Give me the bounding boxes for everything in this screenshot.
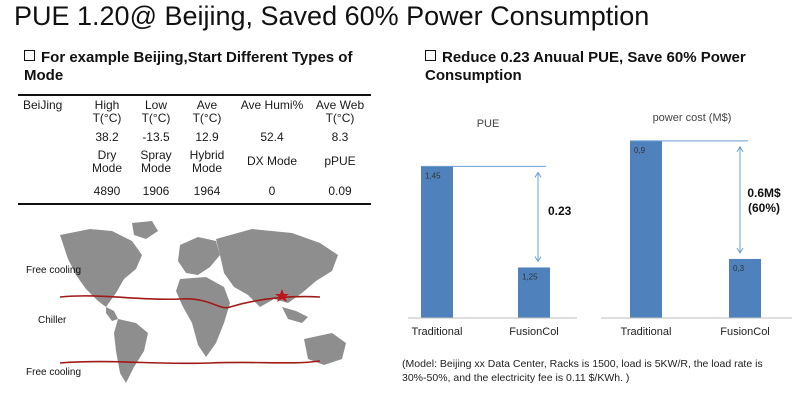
difference-annotation: (60%) (748, 201, 780, 215)
table-cell: 0 (235, 183, 309, 205)
table-row: 38.2 -13.5 12.9 52.4 8.3 (18, 129, 371, 149)
table-cell: 1906 (133, 183, 179, 205)
table-cell: 8.3 (331, 130, 349, 144)
arrow-up-icon (534, 171, 542, 178)
table-cell: Hybrid Mode (189, 148, 225, 175)
category-label: FusionCol (509, 326, 559, 338)
table-cell: 1964 (179, 183, 235, 205)
greenland-shape (132, 221, 158, 239)
japan-shape (320, 261, 326, 275)
power-cost-chart: power cost (M$) 0,9 Traditional 0,3 FusionCo… (601, 112, 792, 338)
continents (60, 221, 346, 383)
bar-value-label: 0,3 (733, 264, 745, 273)
bar (421, 166, 453, 318)
table-cell: High T(°C) (81, 94, 133, 129)
bar-value-label: 1,45 (425, 171, 441, 180)
bar-value-label: 1,25 (522, 272, 538, 281)
arrow-down-icon (736, 247, 744, 254)
category-label: Traditional (412, 326, 463, 338)
table-cell: Spray Mode (140, 148, 172, 175)
page-title: PUE 1.20@ Beijing, Saved 60% Power Consu… (14, 1, 650, 31)
map-label-chiller: Chiller (38, 315, 67, 326)
table-cell: Low T(°C) (133, 94, 179, 129)
chart-title: PUE (477, 118, 500, 130)
table-cell: Ave T(°C) (179, 94, 235, 129)
south-america-shape (114, 319, 148, 383)
footnote: (Model: Beijing xx Data Center, Racks is… (402, 358, 763, 384)
arrow-down-icon (534, 256, 542, 263)
beijing-star-icon (275, 289, 289, 302)
europe-shape (178, 237, 220, 275)
bar-value-label: 0,9 (634, 146, 646, 155)
north-band-line (59, 295, 321, 309)
table-cell: 0.09 (309, 183, 371, 205)
table-cell: BeiJing (18, 94, 81, 129)
australia-shape (304, 333, 346, 365)
chart-title: power cost (M$) (653, 112, 732, 124)
table-cell: Ave Web T(°C) (309, 94, 371, 129)
bar (729, 258, 761, 318)
map-label-free-cooling-north: Free cooling (26, 265, 81, 276)
table-cell: 4890 (81, 183, 133, 205)
table-cell: 12.9 (195, 130, 219, 144)
table-cell: 52.4 (260, 130, 284, 144)
right-heading-text: Reduce 0.23 Anuual PUE, Save 60% Power C… (425, 49, 746, 84)
world-map: Free cooling Chiller Free cooling (26, 221, 346, 383)
table-cell: pPUE (324, 154, 356, 168)
table-row: Dry Mode Spray Mode Hybrid Mode DX Mode … (18, 149, 371, 183)
table-cell: DX Mode (246, 154, 298, 168)
left-heading: For example Beijing,Start Different Type… (24, 49, 394, 85)
pue-chart: PUE 1,45 Traditional 1,25 FusionCol 0.23 (408, 118, 577, 338)
map-label-free-cooling-south: Free cooling (26, 367, 81, 378)
africa-shape (176, 277, 230, 357)
table-cell: Ave Humi% (235, 94, 309, 129)
table-cell: 38.2 (95, 130, 119, 144)
table-cell: -13.5 (142, 130, 170, 144)
bullet-square-icon (24, 50, 35, 61)
table-cell (18, 183, 81, 205)
category-label: FusionCol (720, 326, 770, 338)
table-header-row: BeiJing High T(°C) Low T(°C) Ave T(°C) A… (18, 94, 371, 129)
asia-shape (216, 229, 338, 307)
left-heading-text: For example Beijing,Start Different Type… (24, 49, 353, 84)
north-america-shape (60, 229, 142, 307)
central-america-shape (106, 307, 118, 321)
climate-table: BeiJing High T(°C) Low T(°C) Ave T(°C) A… (18, 94, 371, 205)
bar (630, 140, 662, 318)
southeast-asia-shape (282, 307, 308, 323)
difference-annotation: 0.6M$ (747, 186, 781, 200)
right-heading: Reduce 0.23 Anuual PUE, Save 60% Power C… (425, 49, 795, 85)
arrow-up-icon (736, 145, 744, 153)
climate-band-lines (59, 295, 321, 365)
table-row: 4890 1906 1964 0 0.09 (18, 183, 371, 205)
south-band-line (59, 360, 321, 365)
difference-annotation: 0.23 (548, 204, 572, 218)
bullet-square-icon (425, 50, 436, 61)
bar (518, 267, 550, 318)
category-label: Traditional (621, 326, 672, 338)
table-cell: Dry Mode (91, 148, 123, 175)
